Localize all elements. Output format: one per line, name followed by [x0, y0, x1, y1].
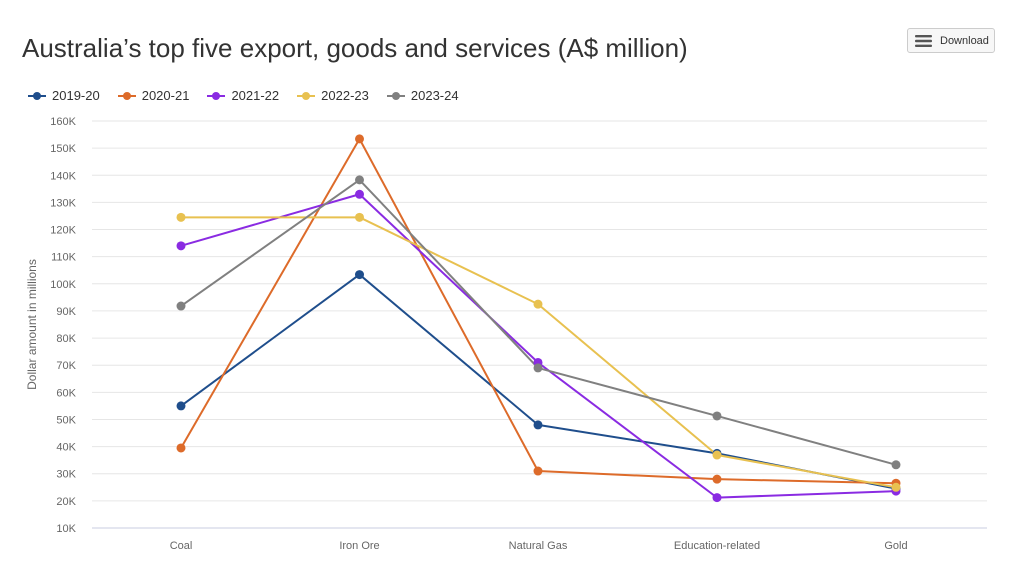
legend-marker: [117, 91, 136, 100]
y-axis-title: Dollar amount in millions: [25, 259, 39, 390]
y-tick-label: 110K: [51, 252, 77, 264]
x-tick-label: Natural Gas: [509, 540, 568, 552]
x-tick-label: Gold: [884, 540, 907, 552]
download-button[interactable]: Download: [907, 28, 995, 53]
data-point-2023-24[interactable]: [176, 301, 186, 311]
data-point-2023-24[interactable]: [355, 175, 364, 185]
data-point-2022-23[interactable]: [176, 212, 186, 222]
y-tick-label: 130K: [50, 197, 76, 209]
data-point-2022-23[interactable]: [355, 212, 364, 222]
legend-item[interactable]: 2019-20: [28, 88, 100, 103]
chart-title: Australia’s top five export, goods and s…: [22, 33, 688, 63]
data-point-2021-22[interactable]: [355, 189, 364, 199]
legend-marker: [28, 91, 46, 100]
data-point-2020-21[interactable]: [176, 443, 186, 453]
legend-item[interactable]: 2023-24: [386, 88, 459, 103]
y-tick-label: 50K: [56, 414, 76, 426]
data-point-2020-21[interactable]: [355, 134, 364, 144]
y-tick-label: 20K: [56, 496, 76, 508]
y-tick-label: 90K: [56, 306, 76, 318]
y-tick-label: 30K: [56, 469, 76, 481]
legend-label: 2021-22: [231, 88, 280, 103]
legend-label: 2023-24: [410, 88, 459, 103]
y-tick-label: 10K: [56, 523, 76, 535]
legend-label: 2020-21: [141, 88, 190, 103]
y-tick-label: 160K: [50, 116, 76, 128]
x-tick-label: Iron Ore: [339, 540, 379, 552]
legend-item[interactable]: 2022-23: [297, 88, 369, 103]
x-tick-label: Coal: [170, 540, 193, 552]
legend-marker: [207, 91, 226, 100]
y-tick-label: 150K: [50, 143, 76, 155]
chart-legend: 2019-20 2020-21 2021-22 2022-23 2023-24: [28, 88, 477, 103]
menu-icon: [915, 34, 932, 47]
data-point-2021-22[interactable]: [712, 493, 722, 503]
data-point-2023-24[interactable]: [533, 363, 543, 373]
y-tick-label: 140K: [50, 170, 76, 182]
data-point-2019-20[interactable]: [355, 270, 364, 280]
data-point-2023-24[interactable]: [712, 411, 722, 421]
y-tick-label: 40K: [56, 442, 76, 454]
x-tick-label: Education-related: [674, 540, 760, 552]
legend-item[interactable]: 2020-21: [117, 88, 190, 103]
y-tick-label: 120K: [50, 225, 76, 237]
legend-marker: [297, 91, 316, 100]
series-line-2021-22: [180, 193, 897, 499]
y-tick-label: 100K: [50, 279, 76, 291]
legend-label: 2019-20: [52, 88, 100, 103]
data-point-2019-20[interactable]: [176, 401, 186, 411]
legend-label: 2022-23: [321, 88, 369, 103]
y-tick-label: 60K: [56, 387, 76, 399]
data-point-2021-22[interactable]: [176, 241, 186, 251]
data-point-2019-20[interactable]: [533, 420, 543, 430]
legend-item[interactable]: 2021-22: [207, 88, 279, 103]
data-point-2022-23[interactable]: [712, 450, 722, 460]
y-tick-label: 70K: [56, 360, 76, 372]
data-point-2022-23[interactable]: [891, 482, 901, 492]
data-point-2020-21[interactable]: [533, 466, 543, 476]
data-point-2022-23[interactable]: [533, 299, 543, 309]
legend-marker: [386, 91, 405, 100]
data-point-2020-21[interactable]: [712, 474, 722, 484]
download-label: Download: [940, 34, 989, 47]
data-point-2023-24[interactable]: [891, 460, 901, 470]
y-tick-label: 80K: [56, 333, 76, 345]
